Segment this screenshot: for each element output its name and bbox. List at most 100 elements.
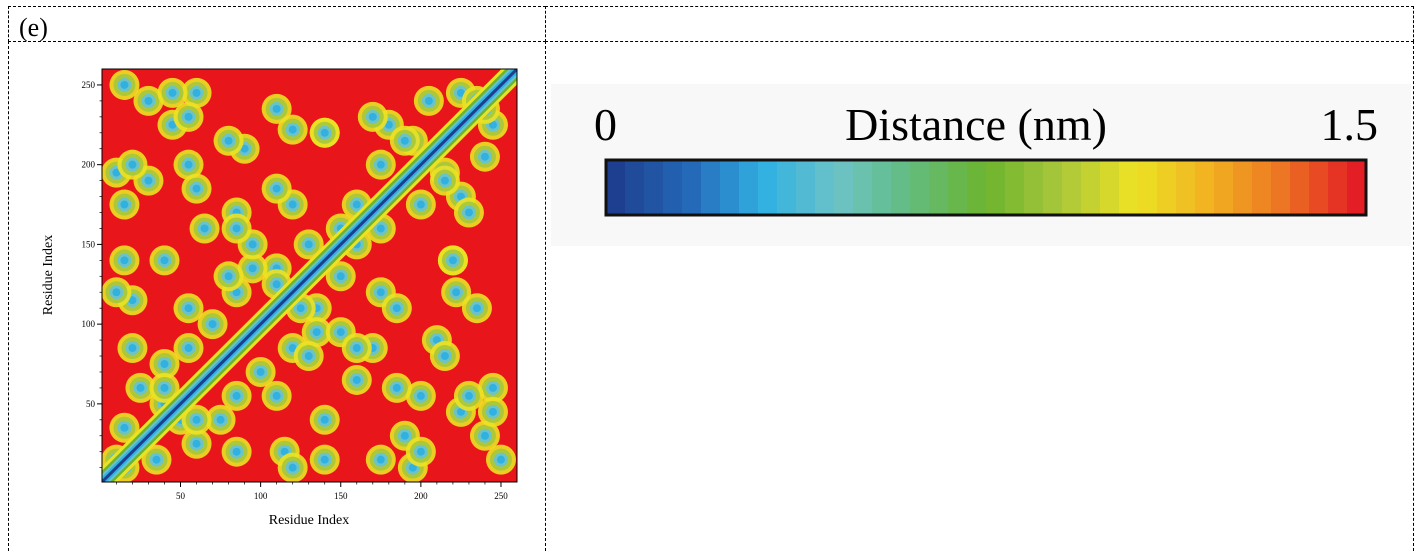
contact-cluster — [352, 375, 361, 384]
colorbar-swatch — [986, 160, 1006, 215]
contact-cluster — [192, 439, 201, 448]
contact-cluster — [496, 455, 505, 464]
colorbar-swatch — [1176, 160, 1196, 215]
contact-cluster — [192, 415, 201, 424]
contact-cluster — [224, 136, 233, 145]
contact-cluster — [112, 288, 121, 297]
contact-cluster — [352, 200, 361, 209]
y-tick-label: 100 — [82, 319, 96, 329]
contact-cluster — [320, 415, 329, 424]
contact-cluster — [376, 288, 385, 297]
contact-cluster — [304, 352, 313, 361]
contact-cluster — [272, 104, 281, 113]
colorbar-swatch — [1062, 160, 1082, 215]
contact-cluster — [336, 272, 345, 281]
contact-cluster — [400, 136, 409, 145]
colorbar-swatch — [663, 160, 683, 215]
contact-cluster — [416, 200, 425, 209]
contact-cluster — [160, 383, 169, 392]
colorbar-swatch — [1138, 160, 1158, 215]
contact-cluster — [488, 120, 497, 129]
y-axis-ticks: 50 100 150 200 250 — [82, 80, 102, 468]
contact-cluster — [452, 288, 461, 297]
colorbar-swatch — [1309, 160, 1329, 215]
y-axis-label: Residue Index — [41, 235, 56, 315]
x-tick-label: 250 — [494, 491, 508, 501]
contact-cluster — [352, 344, 361, 353]
x-tick-label: 50 — [176, 491, 186, 501]
contact-clusters — [102, 69, 516, 482]
contact-cluster — [184, 112, 193, 121]
contact-cluster — [456, 88, 465, 97]
contact-cluster — [488, 383, 497, 392]
contact-cluster — [232, 224, 241, 233]
x-tick-label: 100 — [254, 491, 268, 501]
contact-cluster — [136, 383, 145, 392]
contact-cluster — [232, 391, 241, 400]
contact-cluster — [160, 256, 169, 265]
x-axis-ticks: 50 100 150 200 250 — [116, 482, 508, 501]
panel-label-cell: (e) — [8, 6, 546, 42]
colorbar-swatch — [1081, 160, 1101, 215]
y-tick-label: 200 — [82, 160, 96, 170]
colorbar-swatch — [1214, 160, 1234, 215]
colorbar-swatch — [910, 160, 930, 215]
contact-cluster — [232, 288, 241, 297]
contact-cluster — [448, 256, 457, 265]
colorbar-swatch — [625, 160, 645, 215]
y-tick-label: 50 — [86, 399, 96, 409]
colorbar-swatch — [1119, 160, 1139, 215]
contact-cluster — [256, 367, 265, 376]
colorbar-swatch — [644, 160, 664, 215]
contact-cluster — [320, 128, 329, 137]
colorbar-swatch — [720, 160, 740, 215]
contact-map-chart: 50 100 150 200 250 50 100 150 200 250 Residue In… — [41, 68, 518, 528]
contact-cluster — [224, 272, 233, 281]
contact-cluster — [168, 88, 177, 97]
x-tick-label: 200 — [414, 491, 428, 501]
contact-cluster — [168, 120, 177, 129]
contact-cluster — [240, 144, 249, 153]
contact-cluster — [424, 96, 433, 105]
contact-cluster — [216, 415, 225, 424]
colorbar-swatch — [872, 160, 892, 215]
colorbar-swatch — [929, 160, 949, 215]
contact-cluster — [232, 447, 241, 456]
contact-cluster — [160, 360, 169, 368]
contact-cluster — [456, 407, 465, 416]
colorbar-swatch — [967, 160, 987, 215]
contact-cluster — [408, 463, 417, 472]
contact-cluster — [120, 423, 129, 432]
colorbar-frame — [604, 158, 1368, 217]
colorbar-swatch — [1328, 160, 1348, 215]
contact-cluster — [312, 328, 321, 337]
contact-cluster — [184, 344, 193, 353]
colorbar-swatch — [1233, 160, 1253, 215]
contact-cluster — [296, 304, 305, 313]
colorbar-swatch — [853, 160, 873, 215]
heatmap-cell: 50 100 150 200 250 50 100 150 200 250 Residue In… — [8, 41, 546, 551]
diagonal-band — [102, 69, 517, 482]
contact-cluster — [336, 328, 345, 337]
colorbar-swatch — [834, 160, 854, 215]
colorbar-swatch — [777, 160, 797, 215]
contact-cluster — [128, 344, 137, 353]
contact-cluster — [120, 80, 129, 89]
contact-cluster — [288, 344, 297, 353]
colorbar-swatch — [1024, 160, 1044, 215]
contact-cluster — [280, 447, 289, 456]
plot-frame — [101, 68, 518, 483]
contact-cluster — [400, 431, 409, 440]
y-tick-label: 250 — [82, 80, 96, 90]
colorbar-swatch — [1347, 160, 1367, 215]
contact-cluster — [480, 152, 489, 161]
y-tick-label: 150 — [82, 239, 96, 249]
colorbar-swatch — [1100, 160, 1120, 215]
contact-cluster — [184, 304, 193, 313]
colorbar-swatch — [948, 160, 968, 215]
contact-cluster — [272, 184, 281, 193]
contact-cluster — [416, 391, 425, 400]
contact-cluster — [200, 224, 209, 233]
contact-cluster — [208, 320, 217, 329]
contact-cluster — [376, 160, 385, 169]
